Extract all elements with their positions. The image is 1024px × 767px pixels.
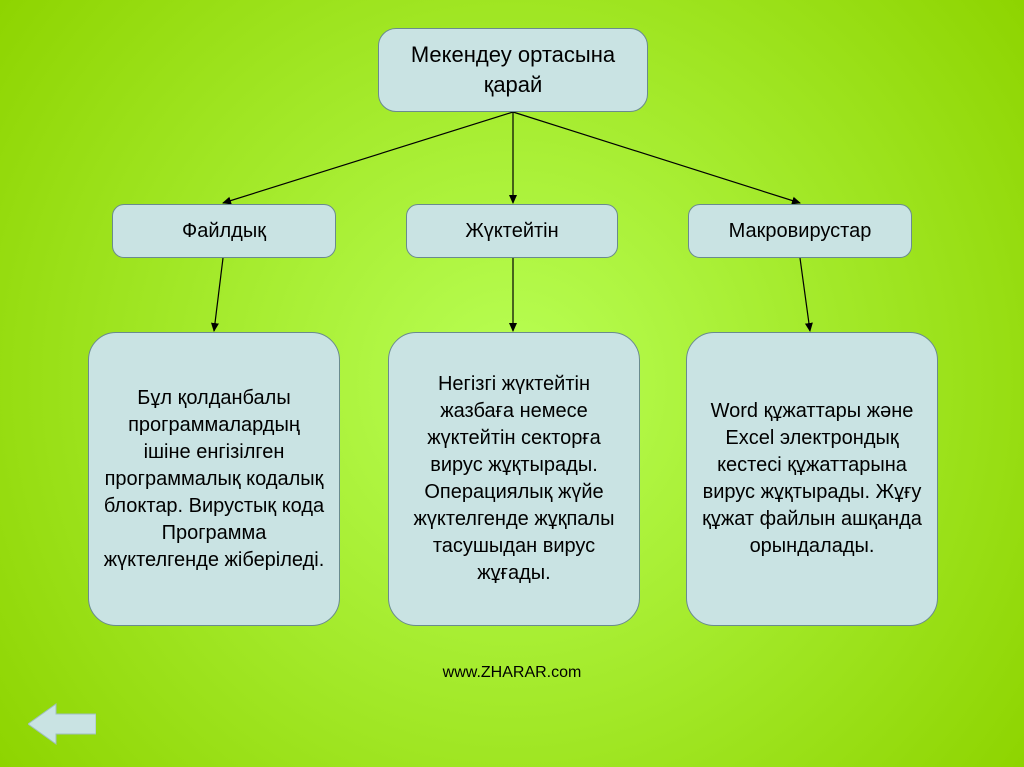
category-node-1: Файлдық [112,204,336,258]
category-node-3: Макровирустар [688,204,912,258]
root-node: Мекендеу ортасына қарай [378,28,648,112]
category-node-2: Жүктейтін [406,204,618,258]
description-node-2: Негізгі жүктейтін жазбаға немесе жүктейт… [388,332,640,626]
diagram-canvas: Мекендеу ортасына қарай Файлдық Жүктейтін М… [0,0,1024,767]
description-node-3: Word құжаттары және Excel электрондық ке… [686,332,938,626]
description-node-1: Бұл қолданбалы программалардың ішіне енг… [88,332,340,626]
